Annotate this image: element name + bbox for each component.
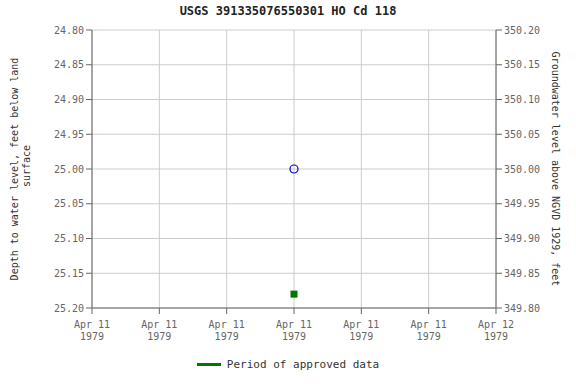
svg-text:349.85: 349.85	[504, 268, 540, 279]
svg-text:350.15: 350.15	[504, 59, 540, 70]
svg-text:349.95: 349.95	[504, 198, 540, 209]
svg-text:Groundwater level above NGVD 1: Groundwater level above NGVD 1929, feet	[550, 52, 561, 287]
svg-text:Apr 121979: Apr 121979	[478, 319, 514, 342]
svg-text:24.90: 24.90	[54, 94, 84, 105]
svg-text:Apr 111979: Apr 111979	[209, 319, 245, 342]
svg-text:25.15: 25.15	[54, 268, 84, 279]
svg-text:24.80: 24.80	[54, 25, 84, 36]
svg-text:Apr 111979: Apr 111979	[74, 319, 110, 342]
html-text:USGS 391335076550301 HO Cd 118: USGS 391335076550301 HO Cd 118	[179, 4, 397, 18]
svg-text:Apr 111979: Apr 111979	[411, 319, 447, 342]
svg-text:25.05: 25.05	[54, 198, 84, 209]
svg-text:350.05: 350.05	[504, 129, 540, 140]
svg-text:24.95: 24.95	[54, 129, 84, 140]
svg-text:Apr 111979: Apr 111979	[141, 319, 177, 342]
svg-text:25.00: 25.00	[54, 164, 84, 175]
svg-text:Apr 111979: Apr 111979	[343, 319, 379, 342]
svg-text:349.90: 349.90	[504, 233, 540, 244]
html-text:Period of approved data: Period of approved data	[226, 357, 380, 371]
svg-text:350.10: 350.10	[504, 94, 540, 105]
svg-text:Depth to water level, feet bel: Depth to water level, feet below land su…	[9, 58, 32, 281]
svg-text:25.10: 25.10	[54, 233, 84, 244]
svg-text:Apr 111979: Apr 111979	[276, 319, 312, 342]
svg-text:25.20: 25.20	[54, 303, 84, 314]
svg-text:24.85: 24.85	[54, 59, 84, 70]
svg-text:349.80: 349.80	[504, 303, 540, 314]
svg-text:350.20: 350.20	[504, 25, 540, 36]
svg-text:350.00: 350.00	[504, 164, 540, 175]
